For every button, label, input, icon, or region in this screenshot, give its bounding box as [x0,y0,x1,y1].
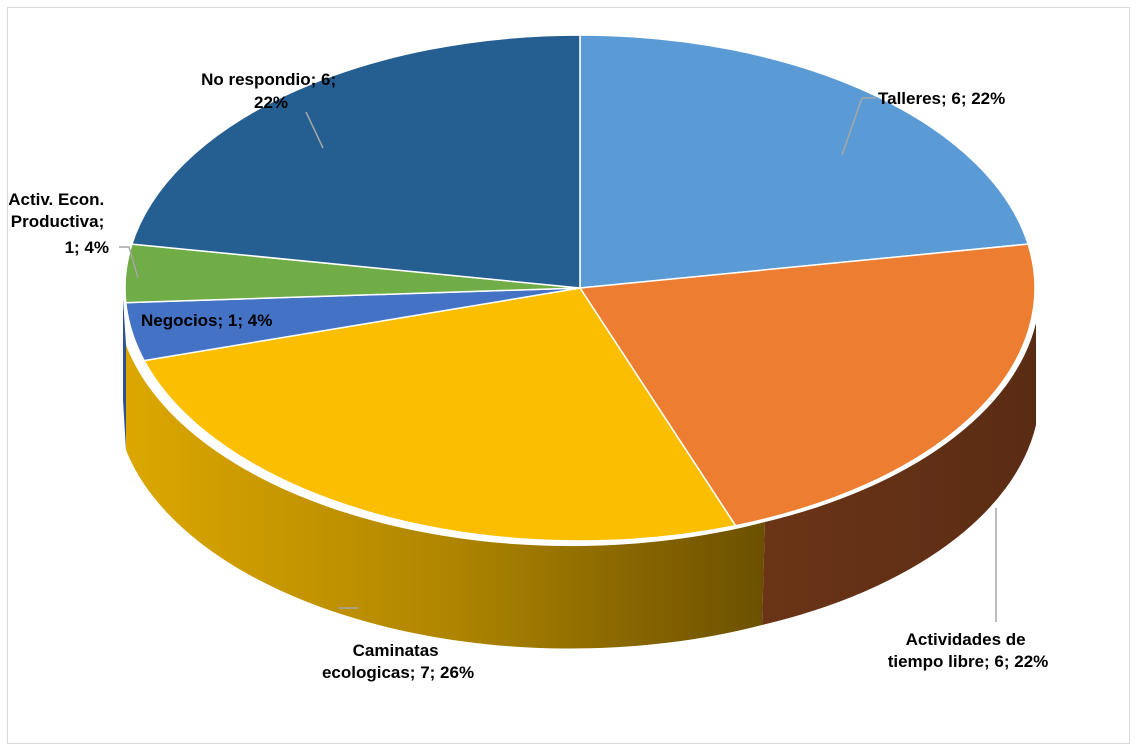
data-label-activ: Activ. Econ. Productiva; 1; 4% [8,190,109,257]
data-label-actividades: Actividades de tiempo libre; 6; 22% [888,630,1049,671]
pie-side-walls [123,298,1036,649]
leader-line-talleres [841,97,876,156]
pie-slice-no-respondio [130,34,581,289]
data-label-caminatas: Caminatas ecologicas; 7; 26% [322,641,474,682]
leader-lines [119,97,997,622]
data-label-negocios: Negocios; 1; 4% [141,311,272,330]
pie-slices [124,34,1036,542]
leader-line-activ [119,246,139,279]
data-label-no-respondio: No respondio; 6; 22% [201,70,341,112]
side-wall-caminatas [126,345,765,649]
data-label-talleres: Talleres; 6; 22% [878,89,1005,108]
pie-slice-actividades [578,243,1036,527]
pie-slice-caminatas [142,287,737,542]
pie-slice-talleres [579,34,1030,289]
side-wall-negocios [123,298,126,450]
side-wall-actividades [762,323,1036,625]
data-labels: Talleres; 6; 22% Actividades de tiempo l… [8,70,1048,682]
leader-line-no-respondio [305,111,324,149]
